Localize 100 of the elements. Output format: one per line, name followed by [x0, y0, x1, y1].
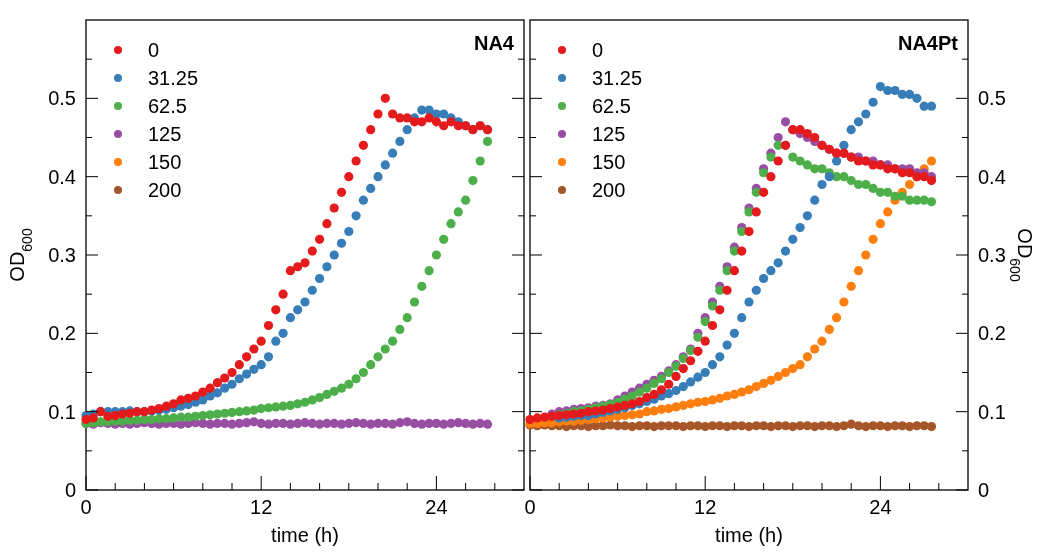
- point: [795, 156, 805, 166]
- point: [358, 195, 368, 205]
- point: [446, 219, 456, 229]
- legend-label: 0: [592, 39, 604, 61]
- point: [810, 132, 820, 143]
- point: [388, 148, 398, 158]
- point: [824, 324, 834, 335]
- point: [271, 305, 281, 315]
- point: [395, 324, 405, 335]
- point: [737, 313, 747, 323]
- point: [358, 367, 368, 378]
- point: [461, 195, 471, 205]
- point: [744, 385, 754, 395]
- point: [861, 179, 871, 190]
- point: [751, 382, 761, 392]
- point: [751, 207, 761, 217]
- point: [810, 195, 820, 205]
- point: [424, 266, 434, 276]
- point: [722, 285, 732, 295]
- point: [671, 385, 681, 396]
- point: [183, 393, 193, 403]
- point: [336, 383, 347, 393]
- point: [802, 211, 812, 221]
- point: [293, 399, 303, 409]
- point: [788, 152, 798, 162]
- point: [205, 383, 215, 393]
- point: [351, 211, 361, 221]
- point: [846, 281, 856, 291]
- point: [344, 172, 354, 182]
- point: [220, 418, 230, 429]
- point: [482, 136, 493, 147]
- point: [715, 352, 725, 362]
- point: [802, 352, 812, 362]
- point: [373, 352, 383, 362]
- point: [293, 262, 303, 272]
- point: [707, 301, 718, 311]
- point: [307, 246, 317, 256]
- point: [380, 344, 390, 354]
- point: [344, 226, 354, 237]
- x-axis-title: time (h): [271, 524, 339, 546]
- point: [686, 377, 696, 387]
- point: [773, 371, 783, 382]
- point: [729, 266, 739, 276]
- y2-tick-label: 0.2: [978, 322, 1006, 345]
- point: [905, 421, 915, 432]
- point: [693, 346, 703, 356]
- point: [817, 179, 827, 190]
- point: [388, 336, 398, 346]
- point: [802, 160, 812, 170]
- legend-label: 62.5: [592, 95, 631, 117]
- legend-label: 150: [148, 151, 182, 173]
- point: [664, 389, 674, 399]
- point: [780, 246, 791, 256]
- point: [227, 379, 237, 389]
- point: [861, 109, 871, 119]
- point: [737, 421, 747, 431]
- point: [315, 273, 325, 284]
- point: [853, 266, 864, 276]
- point: [700, 336, 710, 346]
- point: [431, 117, 441, 127]
- point: [766, 375, 776, 385]
- text: NA4Pt: [897, 32, 959, 54]
- point: [439, 109, 449, 119]
- point: [824, 172, 834, 182]
- point: [678, 363, 688, 374]
- point: [912, 93, 922, 103]
- legend-label: 31.25: [592, 67, 643, 89]
- point: [431, 250, 441, 260]
- point: [766, 172, 776, 182]
- point: [417, 117, 427, 127]
- point: [169, 399, 179, 409]
- y2-tick-label: 0.1: [978, 400, 1006, 423]
- point: [780, 367, 791, 378]
- point: [322, 219, 332, 229]
- point: [700, 316, 710, 327]
- point: [926, 197, 937, 207]
- point: [336, 238, 347, 248]
- point: [722, 340, 732, 350]
- point: [664, 421, 674, 431]
- point: [468, 175, 478, 186]
- point: [707, 320, 718, 331]
- x-tick-label: 12: [694, 496, 717, 518]
- point: [678, 382, 688, 392]
- point: [905, 89, 915, 100]
- point: [737, 387, 747, 397]
- point: [846, 125, 856, 135]
- point: [897, 191, 907, 201]
- point: [853, 117, 864, 127]
- point: [649, 378, 659, 389]
- point: [329, 386, 339, 396]
- point: [439, 419, 449, 429]
- point: [417, 281, 427, 291]
- point: [686, 399, 696, 409]
- x-axis-title: time (h): [715, 524, 783, 546]
- point: [817, 164, 827, 174]
- point: [395, 136, 405, 147]
- point: [358, 140, 368, 150]
- x-tick-label: 24: [425, 496, 448, 518]
- point: [832, 421, 842, 432]
- y-tick-label: 0.1: [48, 400, 76, 423]
